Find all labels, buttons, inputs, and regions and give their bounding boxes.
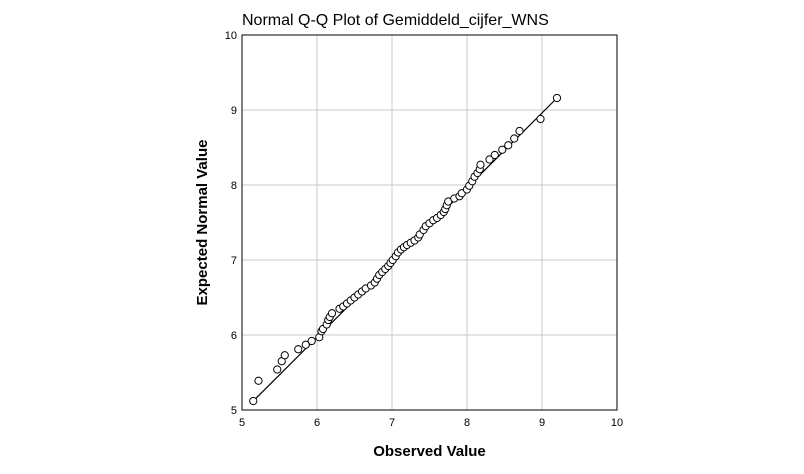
data-point [273, 365, 282, 374]
data-point [301, 340, 310, 349]
data-point [490, 150, 499, 160]
y-tick-label: 6 [231, 330, 237, 342]
tick-layer: 5 6 7 8 9 10 5 6 7 8 9 10 [225, 30, 623, 429]
data-point [307, 336, 316, 346]
data-point [485, 155, 494, 164]
y-axis-label: Expected Normal Value [194, 140, 211, 306]
data-point [476, 160, 485, 169]
y-tick-label: 10 [225, 30, 237, 42]
y-tick-label: 5 [231, 405, 237, 417]
data-point [294, 345, 303, 354]
x-tick-label: 6 [314, 417, 320, 429]
data-point [536, 114, 545, 124]
plot-frame [241, 34, 618, 411]
data-point [327, 309, 337, 318]
data-point [504, 141, 513, 150]
x-tick-label: 5 [239, 417, 245, 429]
data-point [249, 396, 258, 406]
x-tick-label: 7 [389, 417, 395, 429]
y-tick-label: 9 [231, 105, 237, 117]
data-point [552, 93, 562, 103]
data-point [498, 145, 507, 154]
chart-title: Normal Q-Q Plot of Gemiddeld_cijfer_WNS [242, 12, 549, 29]
x-tick-label: 10 [611, 417, 623, 429]
data-point [254, 376, 263, 385]
data-point [515, 126, 524, 136]
x-tick-label: 9 [539, 417, 545, 429]
data-point [510, 134, 519, 143]
grid-layer [242, 35, 617, 410]
data-point [280, 351, 289, 360]
y-tick-label: 7 [231, 255, 237, 267]
y-tick-label: 8 [231, 180, 237, 192]
point-layer [249, 93, 562, 406]
x-axis-label: Observed Value [373, 443, 486, 460]
x-tick-label: 8 [464, 417, 470, 429]
